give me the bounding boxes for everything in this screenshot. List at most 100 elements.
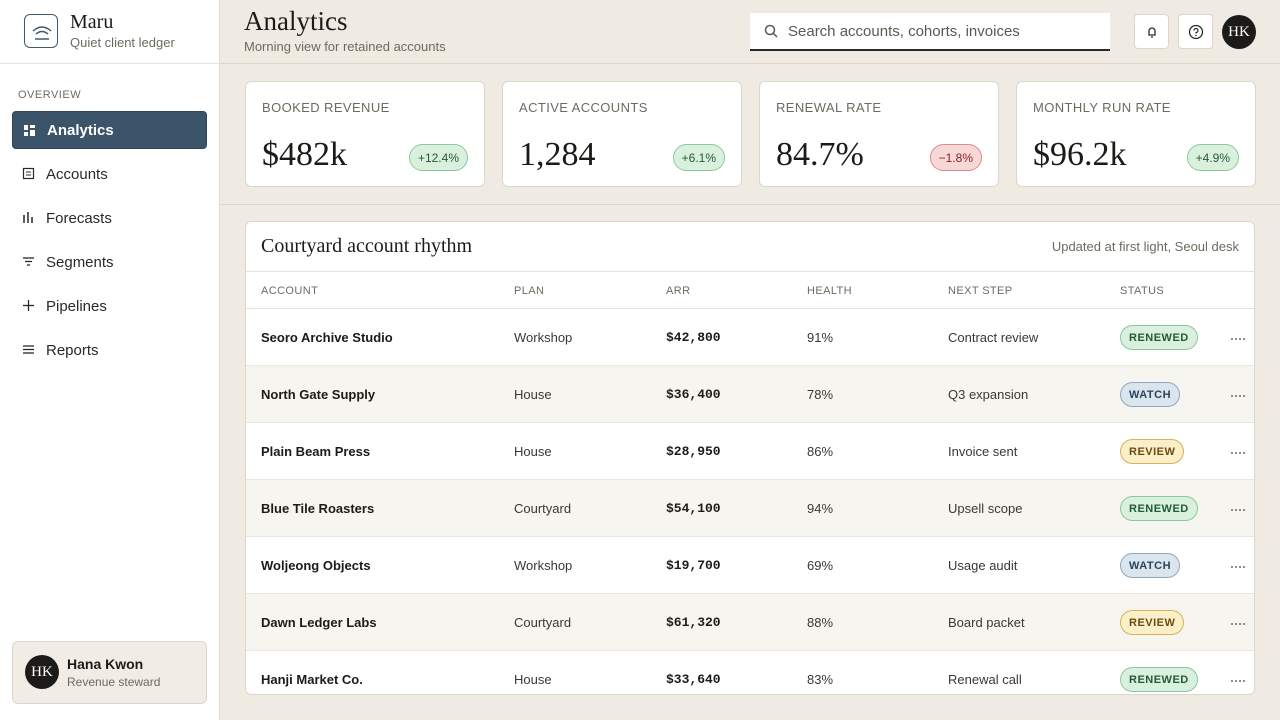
kpi-value: $96.2k: [1033, 136, 1127, 173]
column-header: ACCOUNT: [261, 285, 319, 297]
row-menu[interactable]: [1230, 499, 1246, 515]
row-menu[interactable]: [1230, 442, 1246, 458]
cell: $28,950: [666, 444, 721, 459]
nav-label: Analytics: [47, 121, 114, 139]
nav-section: OVERVIEW: [18, 89, 82, 101]
nav-label: Segments: [46, 253, 114, 271]
table-row: Woljeong Objects Workshop $19,700 69% Usage …: [246, 537, 1254, 594]
cell: $61,320: [666, 615, 721, 630]
kpi-card: MONTHLY RUN RATE $96.2k +4.9%: [1016, 81, 1256, 187]
status-pill: WATCH: [1120, 553, 1181, 578]
status-pill: RENEWED: [1120, 325, 1198, 350]
cell: Workshop: [514, 558, 573, 573]
cell: Courtyard: [514, 615, 572, 630]
cell: Invoice sent: [948, 444, 1018, 459]
table-note: Updated at first light, Seoul desk: [1051, 239, 1239, 254]
status-pill: REVIEW: [1120, 439, 1185, 464]
row-menu[interactable]: [1230, 613, 1246, 629]
row-menu[interactable]: [1230, 385, 1246, 401]
cell: Seoro Archive Studio: [261, 330, 393, 345]
divider: [220, 204, 1280, 205]
table-title: Courtyard account rhythm: [261, 235, 473, 257]
kpi-delta: +6.1%: [672, 144, 725, 171]
table-row: Seoro Archive Studio Workshop $42,800 91% Co…: [246, 309, 1254, 366]
cell: Board packet: [948, 615, 1025, 630]
table-header: ACCOUNT PLAN ARR HEALTH NEXT STEP STATUS: [246, 271, 1254, 309]
row-menu[interactable]: [1230, 556, 1246, 572]
kpi-card: ACTIVE ACCOUNTS 1,284 +6.1%: [502, 81, 742, 187]
status-pill: RENEWED: [1120, 667, 1198, 692]
cell: North Gate Supply: [261, 387, 376, 402]
cell: Usage audit: [948, 558, 1018, 573]
cell: Q3 expansion: [948, 387, 1029, 402]
cell: $33,640: [666, 672, 721, 687]
cell: $54,100: [666, 501, 721, 516]
cell: Contract review: [948, 330, 1039, 345]
table-card: Courtyard account rhythm Updated at firs…: [245, 221, 1255, 695]
nav-label: Forecasts: [46, 209, 112, 227]
notifications-button[interactable]: [1134, 14, 1169, 49]
kpi-delta: +4.9%: [1186, 144, 1239, 171]
cell: Blue Tile Roasters: [261, 501, 375, 516]
page-title: Analytics: [244, 6, 348, 36]
cell: Plain Beam Press: [261, 444, 371, 459]
kpi-card: RENEWAL RATE 84.7% −1.8%: [759, 81, 999, 187]
column-header: STATUS: [1120, 285, 1165, 297]
nav-item[interactable]: Segments: [12, 243, 207, 281]
cell: 69%: [807, 558, 834, 573]
nav-item[interactable]: Reports: [12, 331, 207, 369]
user-avatar: HK: [25, 655, 59, 689]
table-row: Plain Beam Press House $28,950 86% Invoice s…: [246, 423, 1254, 480]
nav-item[interactable]: Forecasts: [12, 199, 207, 237]
kpi-delta: −1.8%: [929, 144, 982, 171]
nav-item[interactable]: Analytics: [12, 111, 207, 149]
kpi-value: 1,284: [519, 136, 596, 173]
cell: 91%: [807, 330, 834, 345]
brand-name: Maru: [70, 11, 114, 33]
nav-label: Accounts: [46, 165, 108, 183]
kpi-label: BOOKED REVENUE: [262, 100, 390, 115]
cell: Renewal call: [948, 672, 1022, 687]
kpi-label: RENEWAL RATE: [776, 100, 882, 115]
cell: $36,400: [666, 387, 721, 402]
column-header: PLAN: [514, 285, 545, 297]
help-button[interactable]: [1178, 14, 1213, 49]
cell: $42,800: [666, 330, 721, 345]
page-subtitle: Morning view for retained accounts: [244, 39, 446, 54]
status-pill: REVIEW: [1120, 610, 1185, 635]
kpi-label: MONTHLY RUN RATE: [1033, 100, 1171, 115]
brand-tagline: Quiet client ledger: [70, 35, 175, 50]
cell: 78%: [807, 387, 834, 402]
kpi-label: ACTIVE ACCOUNTS: [519, 100, 648, 115]
row-menu[interactable]: [1230, 328, 1246, 344]
logo: [24, 14, 58, 48]
status-pill: WATCH: [1120, 382, 1181, 407]
search-placeholder: Search accounts, cohorts, invoices: [788, 22, 1020, 40]
cell: Woljeong Objects: [261, 558, 371, 573]
nav-item[interactable]: Pipelines: [12, 287, 207, 325]
nav-label: Pipelines: [46, 297, 107, 315]
cell: 94%: [807, 501, 834, 516]
search[interactable]: Search accounts, cohorts, invoices: [750, 13, 1110, 51]
kpi-value: 84.7%: [776, 136, 864, 173]
cell: House: [514, 387, 552, 402]
table-row: Hanji Market Co. House $33,640 83% Renewal c…: [246, 651, 1254, 694]
sidebar: Maru Quiet client ledger OVERVIEW Analyt…: [0, 0, 220, 720]
kpi-card: BOOKED REVENUE $482k +12.4%: [245, 81, 485, 187]
kpi-value: $482k: [262, 136, 347, 173]
cell: House: [514, 672, 552, 687]
cell: House: [514, 444, 552, 459]
nav-item[interactable]: Accounts: [12, 155, 207, 193]
user-card[interactable]: HK Hana Kwon Revenue steward: [12, 641, 207, 704]
row-menu[interactable]: [1230, 670, 1246, 686]
table-row: Blue Tile Roasters Courtyard $54,100 94% Ups…: [246, 480, 1254, 537]
header-avatar[interactable]: HK: [1222, 15, 1256, 49]
table-row: North Gate Supply House $36,400 78% Q3 expan…: [246, 366, 1254, 423]
column-header: NEXT STEP: [948, 285, 1013, 297]
column-header: HEALTH: [807, 285, 852, 297]
kpi-delta: +12.4%: [408, 144, 468, 171]
status-pill: RENEWED: [1120, 496, 1198, 521]
cell: Courtyard: [514, 501, 572, 516]
